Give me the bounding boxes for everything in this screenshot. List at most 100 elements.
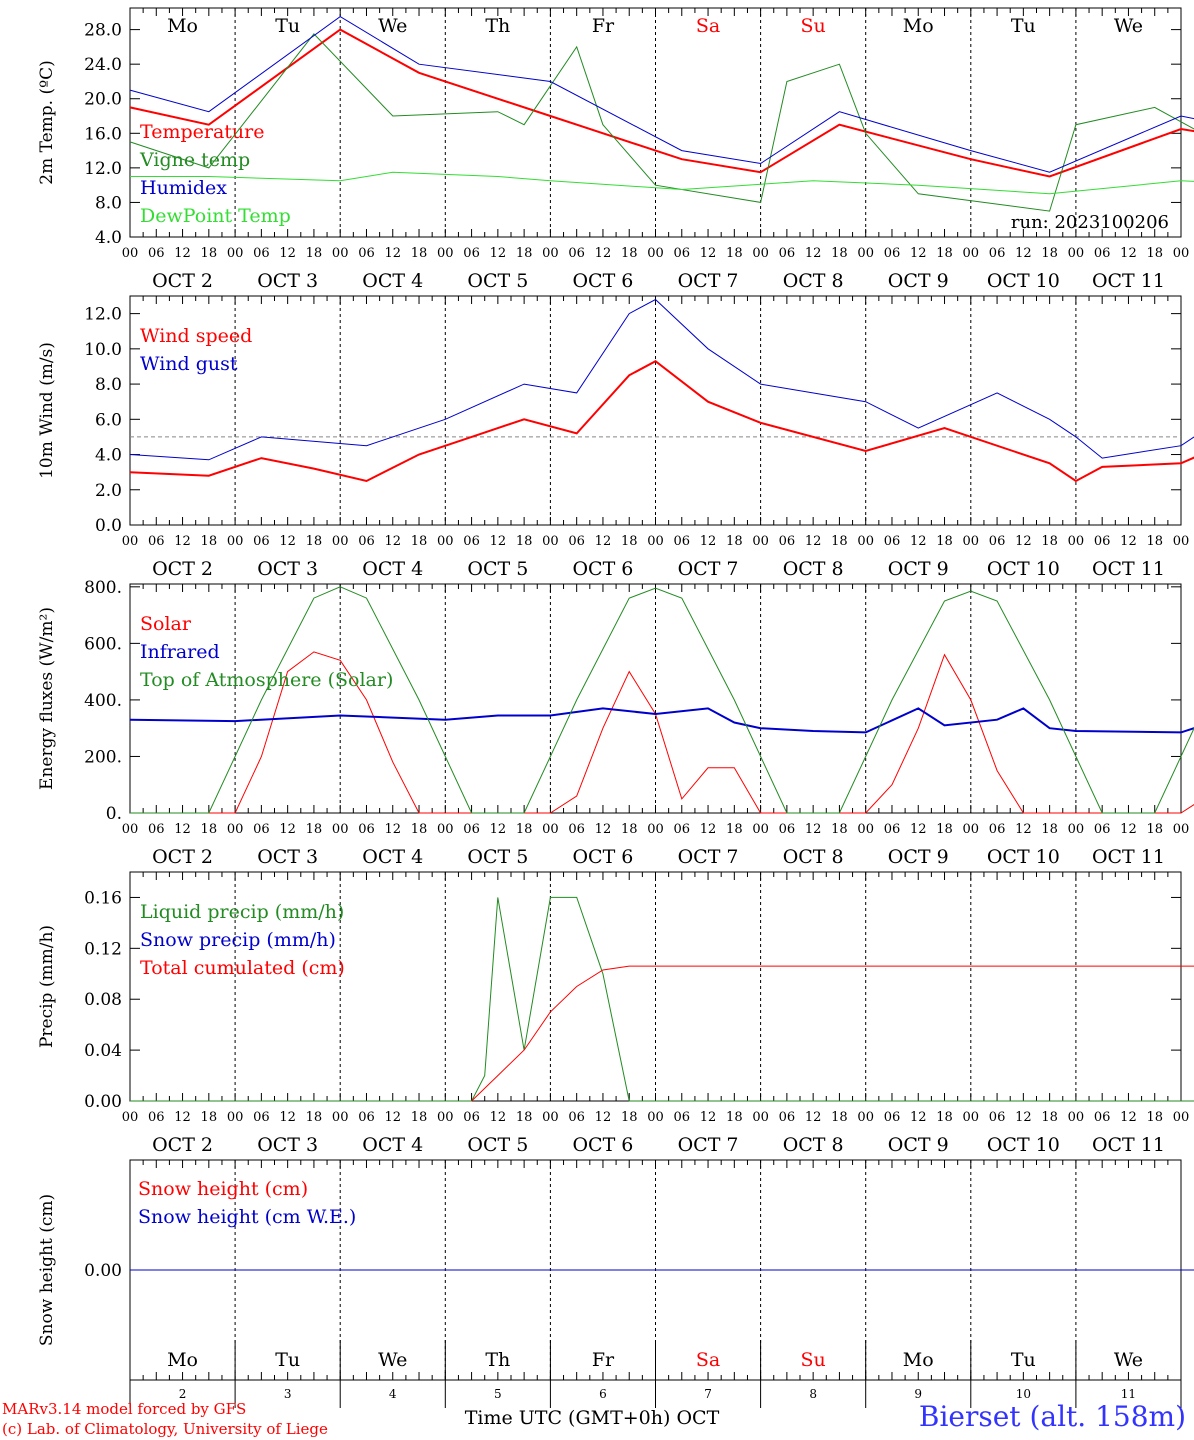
hour-tick-label: 00 (1173, 534, 1190, 549)
y-tick-label: 0.12 (84, 939, 122, 959)
y-tick-label: 0.04 (84, 1041, 122, 1061)
hour-tick-label: 00 (437, 246, 454, 261)
hour-tick-label: 06 (148, 822, 165, 837)
date-label: OCT 6 (572, 1134, 633, 1156)
hour-tick-label: 06 (463, 1110, 480, 1125)
hour-tick-label: 00 (1068, 822, 1085, 837)
series-line-total-cumulated-cm- (471, 965, 1194, 1102)
hour-tick-label: 00 (542, 534, 559, 549)
day-name-label: Mo (903, 15, 934, 37)
hour-tick-label: 12 (700, 246, 717, 261)
day-name-label: Su (801, 15, 826, 37)
day-name-label: Sa (696, 1349, 720, 1371)
legend-entry: Solar (140, 613, 192, 635)
hour-tick-label: 12 (384, 1110, 401, 1125)
legend-entry: Vigne temp (139, 149, 250, 171)
hour-tick-label: 12 (1015, 246, 1032, 261)
date-label: OCT 9 (888, 270, 949, 292)
day-number-label: 10 (1016, 1387, 1031, 1401)
hour-tick-label: 00 (1068, 246, 1085, 261)
x-axis-label: Time UTC (GMT+0h) OCT (465, 1407, 720, 1429)
hour-tick-label: 12 (1120, 822, 1137, 837)
date-label: OCT 9 (888, 1134, 949, 1156)
hour-tick-label: 06 (148, 534, 165, 549)
hour-tick-label: 18 (936, 822, 953, 837)
series-line-dewpoint-temp (130, 171, 1194, 195)
date-label: OCT 11 (1092, 270, 1165, 292)
hour-tick-label: 06 (568, 246, 585, 261)
hour-tick-label: 06 (989, 822, 1006, 837)
hour-tick-label: 12 (910, 246, 927, 261)
hour-tick-label: 06 (779, 822, 796, 837)
hour-tick-label: 06 (463, 822, 480, 837)
hour-tick-label: 12 (1015, 822, 1032, 837)
hour-tick-label: 18 (936, 1110, 953, 1125)
hour-tick-label: 12 (910, 534, 927, 549)
hour-tick-label: 18 (201, 534, 218, 549)
hour-tick-label: 00 (437, 1110, 454, 1125)
date-label: OCT 10 (987, 270, 1060, 292)
y-tick-label: 4.0 (95, 228, 122, 248)
hour-tick-label: 06 (148, 246, 165, 261)
date-label: OCT 3 (257, 558, 318, 580)
date-label: OCT 7 (678, 1134, 739, 1156)
hour-tick-label: 00 (227, 246, 244, 261)
hour-tick-label: 00 (647, 822, 664, 837)
day-name-label: Sa (696, 15, 720, 37)
legend-entry: Infrared (140, 641, 220, 663)
hour-tick-label: 06 (989, 246, 1006, 261)
hour-tick-label: 00 (1068, 534, 1085, 549)
hour-tick-label: 18 (201, 1110, 218, 1125)
day-name-label: Su (801, 1349, 826, 1371)
hour-tick-label: 00 (752, 1110, 769, 1125)
hour-tick-label: 12 (490, 246, 507, 261)
hour-tick-label: 12 (805, 822, 822, 837)
day-number-label: 7 (704, 1387, 712, 1401)
date-label: OCT 10 (987, 846, 1060, 868)
hour-tick-label: 00 (332, 534, 349, 549)
hour-tick-label: 12 (595, 822, 612, 837)
legend-entry: Total cumulated (cm) (140, 957, 345, 979)
hour-tick-label: 12 (174, 822, 191, 837)
hour-tick-label: 12 (1015, 534, 1032, 549)
hour-tick-label: 18 (1146, 1110, 1163, 1125)
hour-tick-label: 06 (884, 246, 901, 261)
legend-entry: Wind speed (140, 325, 252, 347)
hour-tick-label: 06 (358, 534, 375, 549)
hour-tick-label: 12 (910, 1110, 927, 1125)
hour-tick-label: 12 (700, 822, 717, 837)
hour-tick-label: 00 (1173, 246, 1190, 261)
legend-entry: Snow height (cm) (138, 1178, 308, 1200)
day-name-label: Fr (592, 1349, 615, 1371)
hour-tick-label: 12 (490, 1110, 507, 1125)
y-tick-label: 6.0 (95, 410, 122, 430)
hour-tick-label: 12 (595, 246, 612, 261)
hour-tick-label: 18 (411, 1110, 428, 1125)
y-tick-label: 12.0 (84, 305, 122, 325)
date-label: OCT 10 (987, 1134, 1060, 1156)
y-tick-label: 0.08 (84, 990, 122, 1010)
y-tick-label: 800. (84, 578, 122, 598)
legend-entry: Humidex (140, 177, 227, 199)
date-label: OCT 11 (1092, 558, 1165, 580)
hour-tick-label: 06 (148, 1110, 165, 1125)
date-label: OCT 2 (152, 1134, 213, 1156)
hour-tick-label: 12 (279, 1110, 296, 1125)
hour-tick-label: 00 (122, 822, 139, 837)
day-name-label: Mo (903, 1349, 934, 1371)
y-tick-label: 20.0 (84, 90, 122, 110)
day-number-label: 9 (914, 1387, 922, 1401)
hour-tick-label: 06 (1094, 822, 1111, 837)
date-label: OCT 7 (678, 270, 739, 292)
hour-tick-label: 18 (1041, 1110, 1058, 1125)
day-name-label: Th (485, 15, 510, 37)
hour-tick-label: 12 (174, 246, 191, 261)
hour-tick-label: 18 (201, 822, 218, 837)
y-tick-label: 16.0 (84, 124, 122, 144)
hour-tick-label: 06 (674, 822, 691, 837)
hour-tick-label: 18 (1146, 534, 1163, 549)
hour-tick-label: 06 (674, 1110, 691, 1125)
y-tick-label: 600. (84, 634, 122, 654)
y-tick-label: 24.0 (84, 55, 122, 75)
hour-tick-label: 18 (831, 534, 848, 549)
